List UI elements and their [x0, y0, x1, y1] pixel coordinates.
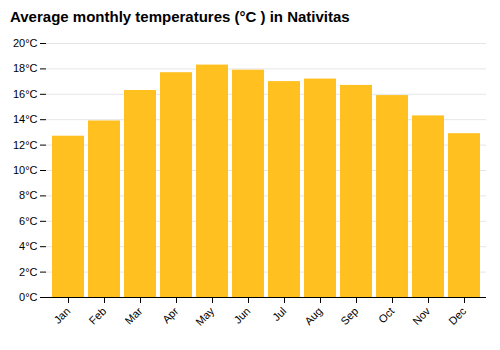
html-text:Average monthly temperatures (: Average monthly temperatures (°C ) in Na…: [10, 8, 350, 25]
svg-text:6°C: 6°C: [19, 215, 38, 227]
svg-text:0°C: 0°C: [19, 291, 38, 303]
svg-text:2°C: 2°C: [19, 266, 38, 278]
svg-text:Jun: Jun: [231, 305, 252, 326]
svg-text:Sep: Sep: [338, 305, 360, 327]
svg-text:18°C: 18°C: [13, 62, 38, 74]
svg-text:Oct: Oct: [376, 305, 397, 326]
svg-text:Jul: Jul: [270, 305, 288, 323]
svg-text:12°C: 12°C: [13, 139, 38, 151]
svg-text:8°C: 8°C: [19, 189, 38, 201]
svg-text:Mar: Mar: [123, 305, 145, 327]
svg-text:10°C: 10°C: [13, 164, 38, 176]
svg-text:Nov: Nov: [410, 304, 433, 327]
svg-text:Apr: Apr: [160, 305, 181, 326]
svg-text:Dec: Dec: [446, 304, 469, 327]
svg-text:May: May: [193, 304, 217, 328]
svg-text:Aug: Aug: [302, 305, 324, 327]
svg-text:Jan: Jan: [51, 305, 72, 326]
svg-text:4°C: 4°C: [19, 240, 38, 252]
svg-text:20°C: 20°C: [13, 37, 38, 49]
svg-text:14°C: 14°C: [13, 113, 38, 125]
svg-text:Feb: Feb: [87, 305, 109, 327]
svg-text:16°C: 16°C: [13, 88, 38, 100]
